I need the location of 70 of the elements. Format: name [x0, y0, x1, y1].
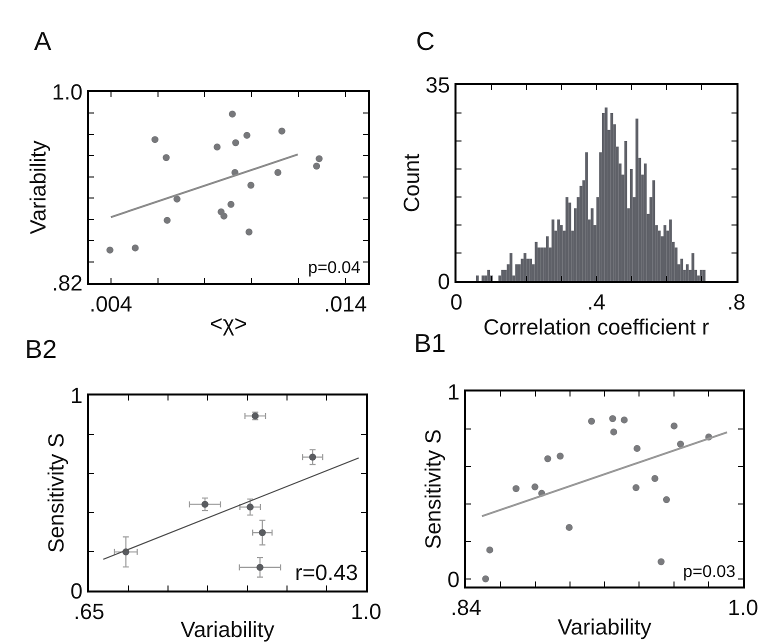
point — [566, 524, 573, 531]
annotation: r=0.43 — [295, 560, 358, 585]
point — [316, 155, 323, 162]
chart-title: B1 — [414, 328, 446, 358]
x-axis-title: Correlation coefficient r — [483, 314, 710, 340]
annotation: p=0.03 — [683, 562, 736, 581]
point — [220, 212, 228, 220]
point — [247, 182, 254, 189]
y-tick-label: 35 — [426, 72, 450, 98]
chart-title: B2 — [25, 334, 57, 364]
point — [256, 564, 264, 571]
point — [609, 415, 616, 422]
x-tick-label: .8 — [727, 289, 746, 314]
y-axis-title: Sensitivity S — [44, 433, 69, 553]
x-axis-title: Variability — [558, 614, 652, 640]
point — [174, 196, 181, 203]
point — [662, 496, 670, 504]
y-tick-label: .82 — [52, 270, 83, 296]
y-axis-title: Variability — [25, 140, 50, 234]
x-tick-label: 1.0 — [350, 598, 382, 624]
point — [106, 246, 114, 254]
point — [512, 485, 520, 492]
point — [246, 228, 253, 236]
point — [634, 444, 641, 452]
point — [274, 169, 282, 176]
chart-title: C — [416, 26, 435, 56]
y-axis-title: Count — [398, 154, 424, 212]
y-tick-label: 0 — [447, 566, 460, 592]
point — [227, 200, 234, 208]
point — [610, 428, 618, 436]
point — [162, 154, 170, 162]
point — [556, 452, 564, 460]
x-axis-title: Variability — [180, 617, 274, 642]
point — [544, 455, 552, 462]
point — [531, 483, 538, 490]
point — [228, 110, 236, 118]
point — [201, 500, 208, 508]
point — [258, 529, 266, 536]
point — [246, 504, 254, 511]
point — [486, 546, 494, 554]
x-tick-label: 1.0 — [728, 595, 758, 620]
point — [677, 440, 684, 448]
point — [670, 422, 678, 430]
y-axis-title: Sensitivity S — [420, 429, 446, 550]
point — [309, 454, 316, 461]
x-tick-label: .84 — [450, 595, 482, 620]
point — [620, 416, 628, 424]
point — [658, 558, 665, 566]
y-tick-label: 1.0 — [52, 79, 83, 104]
x-tick-label: .014 — [324, 291, 367, 316]
point — [313, 162, 320, 170]
point — [232, 139, 240, 146]
x-axis-title: <χ> — [210, 310, 248, 336]
y-tick-label: 0 — [438, 268, 450, 294]
point — [588, 418, 596, 425]
point — [132, 244, 139, 252]
point — [482, 575, 490, 582]
y-tick-label: 1 — [447, 379, 460, 404]
y-tick-label: 1 — [70, 383, 83, 408]
x-tick-label: .4 — [587, 289, 606, 314]
point — [278, 128, 286, 135]
point — [151, 136, 158, 144]
point — [214, 144, 221, 151]
annotation: p=0.04 — [308, 258, 360, 277]
point — [243, 132, 250, 139]
point — [632, 484, 640, 492]
chart-title: A — [34, 26, 52, 56]
point — [651, 474, 658, 482]
point — [164, 216, 171, 224]
x-tick-label: .004 — [89, 291, 132, 316]
